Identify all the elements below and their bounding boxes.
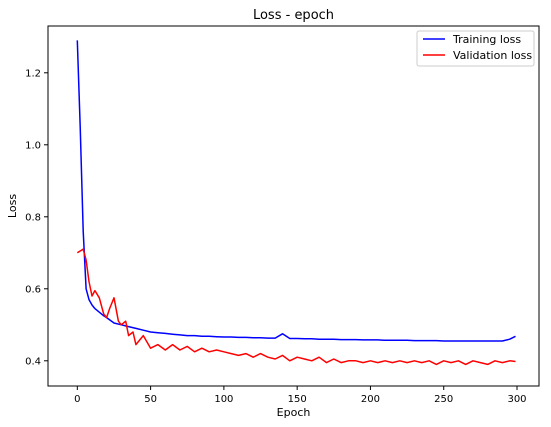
series-line-validation-loss bbox=[76, 248, 516, 366]
chart-title: Loss - epoch bbox=[253, 8, 334, 23]
ticks-layer: 0 50 100 150 200 250 300 0.4 0.6 0.8 1.0 1.2 bbox=[25, 68, 526, 405]
x-tick-label: 300 bbox=[507, 394, 526, 405]
x-tick-label: 200 bbox=[361, 394, 380, 405]
series-line-training-loss bbox=[76, 40, 516, 342]
legend-label: Training loss bbox=[452, 33, 521, 46]
y-tick-label: 0.8 bbox=[25, 212, 41, 223]
x-tick-label: 0 bbox=[74, 394, 80, 405]
x-tick-label: 100 bbox=[214, 394, 233, 405]
legend: Training loss Validation loss bbox=[416, 30, 535, 67]
x-axis-label: Epoch bbox=[277, 406, 311, 419]
plot-frame bbox=[47, 25, 540, 387]
x-tick-label: 250 bbox=[434, 394, 453, 405]
x-tick-label: 50 bbox=[144, 394, 157, 405]
legend-box bbox=[416, 30, 535, 67]
series-layer bbox=[76, 40, 516, 366]
y-tick-label: 1.0 bbox=[25, 140, 41, 151]
y-tick-label: 0.4 bbox=[25, 356, 41, 367]
y-tick-label: 1.2 bbox=[25, 68, 41, 79]
legend-label: Validation loss bbox=[453, 49, 532, 62]
x-tick-label: 150 bbox=[288, 394, 307, 405]
y-tick-label: 0.6 bbox=[25, 284, 41, 295]
y-axis-label: Loss bbox=[6, 194, 19, 218]
